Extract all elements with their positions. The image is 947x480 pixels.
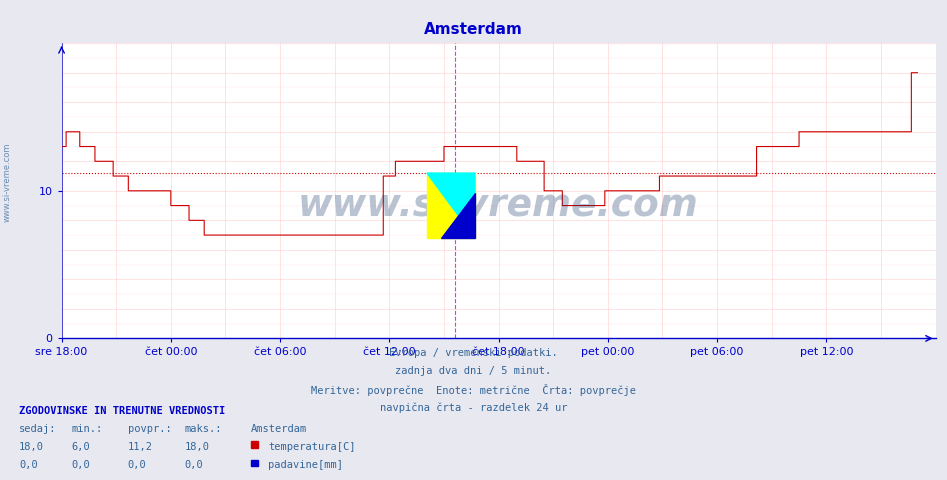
Text: temperatura[C]: temperatura[C] (268, 442, 355, 452)
Text: 6,0: 6,0 (71, 442, 90, 452)
Text: maks.:: maks.: (185, 424, 223, 434)
Text: navpična črta - razdelek 24 ur: navpična črta - razdelek 24 ur (380, 403, 567, 413)
Text: Evropa / vremenski podatki.: Evropa / vremenski podatki. (389, 348, 558, 358)
Text: 0,0: 0,0 (185, 460, 204, 470)
Text: 11,2: 11,2 (128, 442, 152, 452)
Text: 0,0: 0,0 (71, 460, 90, 470)
Text: 0,0: 0,0 (19, 460, 38, 470)
Text: padavine[mm]: padavine[mm] (268, 460, 343, 470)
Text: 18,0: 18,0 (19, 442, 44, 452)
Polygon shape (427, 173, 475, 238)
Polygon shape (441, 192, 475, 238)
Text: Meritve: povprečne  Enote: metrične  Črta: povprečje: Meritve: povprečne Enote: metrične Črta:… (311, 384, 636, 396)
Text: 0,0: 0,0 (128, 460, 147, 470)
Text: 18,0: 18,0 (185, 442, 209, 452)
Text: www.si-vreme.com: www.si-vreme.com (3, 143, 12, 222)
Text: povpr.:: povpr.: (128, 424, 171, 434)
Text: zadnja dva dni / 5 minut.: zadnja dva dni / 5 minut. (396, 366, 551, 376)
Text: Amsterdam: Amsterdam (424, 22, 523, 36)
Text: ZGODOVINSKE IN TRENUTNE VREDNOSTI: ZGODOVINSKE IN TRENUTNE VREDNOSTI (19, 406, 225, 416)
Text: sedaj:: sedaj: (19, 424, 57, 434)
Text: min.:: min.: (71, 424, 102, 434)
Text: Amsterdam: Amsterdam (251, 424, 307, 434)
Text: www.si-vreme.com: www.si-vreme.com (298, 188, 699, 224)
